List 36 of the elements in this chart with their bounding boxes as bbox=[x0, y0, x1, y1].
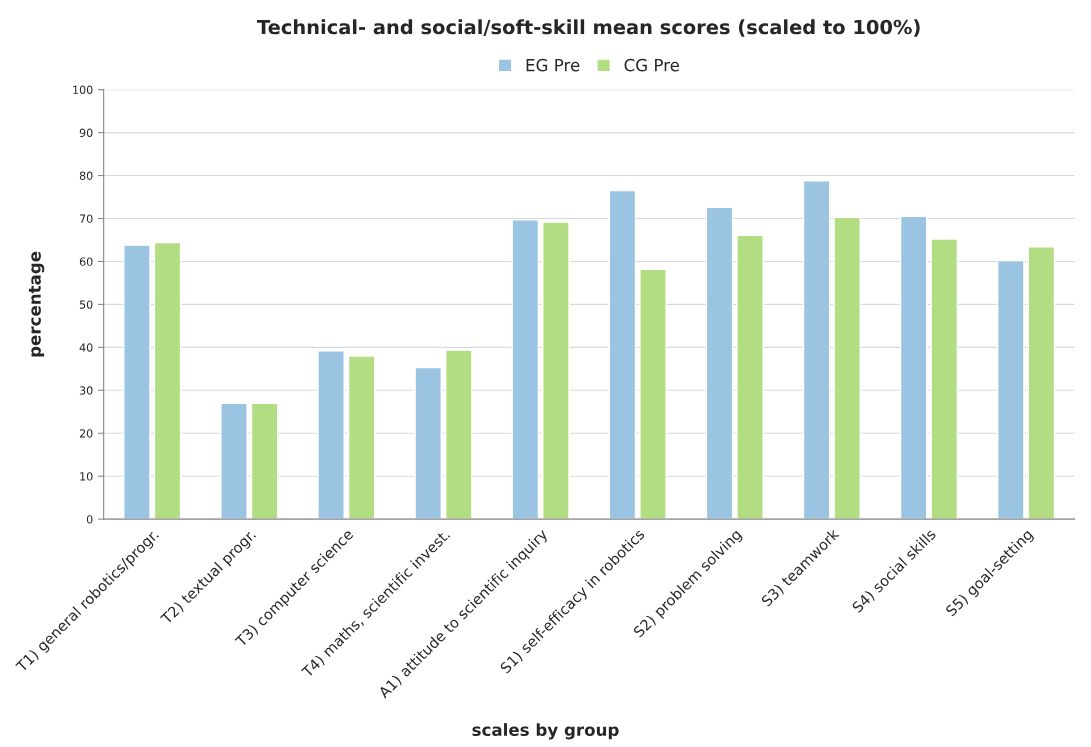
bar bbox=[608, 189, 637, 520]
y-tick-label: 50 bbox=[79, 300, 93, 309]
bar bbox=[414, 366, 443, 520]
y-tick-label: 40 bbox=[79, 343, 93, 352]
bar bbox=[899, 215, 928, 520]
bar bbox=[736, 234, 764, 520]
bar bbox=[511, 219, 540, 520]
y-axis-title: percentage bbox=[28, 251, 45, 357]
chart-title: Technical- and social/soft-skill mean scores (scaled to 100%) bbox=[257, 19, 920, 37]
bar bbox=[833, 216, 861, 520]
y-tick-label: 100 bbox=[73, 85, 93, 95]
bar bbox=[996, 259, 1025, 520]
bar bbox=[542, 221, 570, 520]
bar bbox=[444, 349, 473, 520]
legend-label: CG Pre bbox=[624, 58, 680, 72]
bar bbox=[930, 238, 959, 520]
x-axis-title: scales by group bbox=[472, 723, 619, 740]
bar bbox=[802, 180, 831, 520]
bar bbox=[705, 206, 734, 520]
y-tick-label: 20 bbox=[79, 429, 93, 438]
y-tick-label: 90 bbox=[79, 128, 93, 137]
bar bbox=[123, 244, 151, 520]
y-tick-label: 0 bbox=[86, 515, 93, 524]
bar bbox=[347, 355, 376, 520]
y-tick-label: 70 bbox=[80, 214, 93, 223]
bar bbox=[1027, 246, 1056, 520]
bar bbox=[317, 350, 345, 520]
y-tick-label: 30 bbox=[79, 386, 93, 395]
bar bbox=[639, 268, 667, 520]
bar bbox=[250, 402, 279, 520]
y-tick-label: 60 bbox=[79, 257, 93, 266]
bar bbox=[153, 241, 182, 520]
y-tick-label: 10 bbox=[80, 472, 93, 481]
bar bbox=[220, 402, 248, 520]
y-tick-label: 80 bbox=[79, 171, 93, 180]
legend-label: EG Pre bbox=[526, 58, 580, 72]
